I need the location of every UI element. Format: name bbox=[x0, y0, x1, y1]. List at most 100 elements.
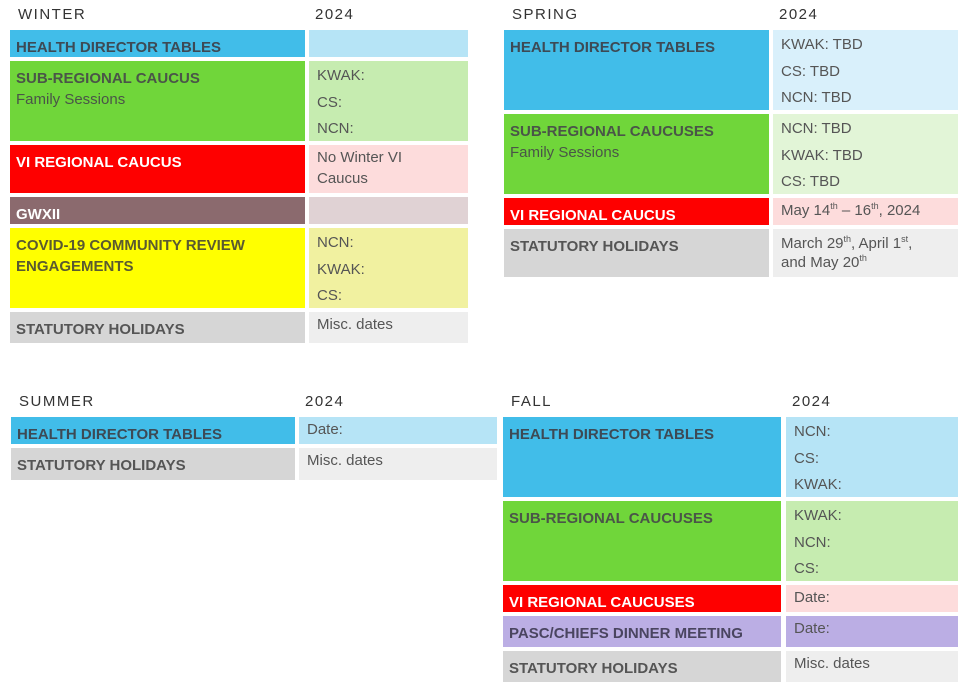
value-line: KWAK: TBD bbox=[781, 146, 863, 164]
value-line: and May 20th bbox=[781, 250, 953, 276]
season-header: SPRING bbox=[512, 6, 579, 23]
value-line: Date: bbox=[794, 589, 830, 606]
value-cell: KWAK: TBD CS: TBD NCN: TBD bbox=[773, 30, 958, 110]
value-cell: Date: bbox=[299, 417, 497, 444]
value-cell: Misc. dates bbox=[299, 448, 497, 480]
value-line: Misc. dates bbox=[317, 316, 393, 333]
row-label: HEALTH DIRECTOR TABLES bbox=[16, 39, 221, 56]
row-label: STATUTORY HOLIDAYS bbox=[16, 321, 185, 338]
label-cell: STATUTORY HOLIDAYS bbox=[10, 312, 305, 343]
value-line: March 29th, April 1st, bbox=[781, 231, 953, 257]
value-line: KWAK: TBD bbox=[781, 36, 863, 53]
value-line: Misc. dates bbox=[794, 655, 870, 672]
value-cell: Misc. dates bbox=[786, 651, 958, 682]
value-line: Misc. dates bbox=[307, 452, 383, 469]
row-label: SUB-REGIONAL CAUCUSES bbox=[509, 510, 713, 527]
value-text: and May 20 bbox=[781, 254, 860, 271]
row-sublabel: Family Sessions bbox=[510, 144, 620, 161]
value-line: May 14th – 16th, 2024 bbox=[781, 198, 953, 225]
value-text: , 2024 bbox=[878, 202, 921, 219]
value-text: , bbox=[908, 235, 913, 252]
value-line: Date: bbox=[794, 620, 830, 637]
label-cell: SUB-REGIONAL CAUCUSES Family Sessions bbox=[504, 114, 769, 194]
label-cell: HEALTH DIRECTOR TABLES bbox=[503, 417, 781, 497]
label-cell: VI REGIONAL CAUCUS bbox=[10, 145, 305, 193]
row-label: STATUTORY HOLIDAYS bbox=[17, 457, 186, 474]
row-label: HEALTH DIRECTOR TABLES bbox=[17, 426, 222, 443]
row-label: STATUTORY HOLIDAYS bbox=[509, 660, 678, 677]
value-line: Date: bbox=[307, 421, 343, 438]
value-cell: KWAK: NCN: CS: bbox=[786, 501, 958, 581]
year-header: 2024 bbox=[315, 6, 355, 23]
row-label: STATUTORY HOLIDAYS bbox=[510, 238, 679, 255]
row-label: COVID-19 COMMUNITY REVIEW ENGAGEMENTS bbox=[16, 237, 245, 275]
label-cell: HEALTH DIRECTOR TABLES bbox=[10, 30, 305, 57]
season-header: FALL bbox=[511, 393, 553, 410]
value-cell: KWAK: CS: NCN: bbox=[309, 61, 468, 141]
value-line: Caucus bbox=[317, 170, 368, 187]
value-line: NCN: bbox=[317, 234, 354, 251]
value-line: KWAK: bbox=[794, 507, 842, 524]
season-header: SUMMER bbox=[19, 393, 95, 410]
value-cell: NCN: KWAK: CS: bbox=[309, 228, 468, 308]
value-line: No Winter VI bbox=[317, 149, 403, 166]
value-cell bbox=[309, 30, 468, 57]
value-line: CS: bbox=[794, 560, 820, 577]
value-cell: Date: bbox=[786, 616, 958, 647]
label-cell: STATUTORY HOLIDAYS bbox=[11, 448, 295, 480]
superscript: st bbox=[901, 234, 909, 244]
row-label: VI REGIONAL CAUCUS bbox=[510, 207, 676, 224]
value-line: CS: bbox=[317, 93, 343, 111]
value-line: KWAK: bbox=[317, 260, 365, 278]
value-text: May 14 bbox=[781, 202, 831, 219]
superscript: th bbox=[830, 201, 838, 211]
label-cell: VI REGIONAL CAUCUS bbox=[504, 198, 769, 225]
value-line: KWAK: bbox=[794, 476, 842, 493]
superscript: th bbox=[843, 234, 852, 244]
value-line: NCN: bbox=[317, 120, 354, 137]
value-cell: March 29th, April 1st, and May 20th bbox=[773, 229, 958, 277]
label-cell: COVID-19 COMMUNITY REVIEW ENGAGEMENTS bbox=[10, 228, 305, 308]
label-cell: VI REGIONAL CAUCUSES bbox=[503, 585, 781, 612]
row-sublabel: Family Sessions bbox=[16, 91, 126, 108]
value-cell bbox=[309, 197, 468, 224]
value-text: , April 1 bbox=[851, 235, 902, 252]
value-line: KWAK: bbox=[317, 67, 365, 84]
value-cell: No Winter VI Caucus bbox=[309, 145, 468, 193]
label-cell: STATUTORY HOLIDAYS bbox=[504, 229, 769, 277]
superscript: th bbox=[859, 253, 867, 263]
value-text: March 29 bbox=[781, 235, 844, 252]
label-cell: STATUTORY HOLIDAYS bbox=[503, 651, 781, 682]
year-header: 2024 bbox=[779, 6, 819, 23]
row-label: PASC/CHIEFS DINNER MEETING bbox=[509, 625, 743, 642]
season-header: WINTER bbox=[18, 6, 87, 23]
year-header: 2024 bbox=[792, 393, 832, 410]
label-cell: PASC/CHIEFS DINNER MEETING bbox=[503, 616, 781, 647]
row-label: SUB-REGIONAL CAUCUS bbox=[16, 70, 200, 87]
row-label: VI REGIONAL CAUCUS bbox=[16, 154, 182, 171]
label-cell: GWXII bbox=[10, 197, 305, 224]
value-cell: Date: bbox=[786, 585, 958, 612]
row-label: HEALTH DIRECTOR TABLES bbox=[509, 426, 714, 443]
label-cell: SUB-REGIONAL CAUCUS Family Sessions bbox=[10, 61, 305, 141]
value-line: NCN: TBD bbox=[781, 89, 852, 106]
value-cell: Misc. dates bbox=[309, 312, 468, 343]
value-cell: NCN: TBD KWAK: TBD CS: TBD bbox=[773, 114, 958, 194]
row-label: GWXII bbox=[16, 206, 61, 223]
value-line: CS: TBD bbox=[781, 173, 840, 190]
row-label: VI REGIONAL CAUCUSES bbox=[509, 594, 695, 611]
value-cell: May 14th – 16th, 2024 bbox=[773, 198, 958, 225]
year-header: 2024 bbox=[305, 393, 345, 410]
label-cell: SUB-REGIONAL CAUCUSES bbox=[503, 501, 781, 581]
value-cell: NCN: CS: KWAK: bbox=[786, 417, 958, 497]
label-cell: HEALTH DIRECTOR TABLES bbox=[11, 417, 295, 444]
value-line: CS: TBD bbox=[781, 62, 840, 80]
value-text: – 16 bbox=[837, 202, 872, 219]
superscript: th bbox=[871, 201, 879, 211]
row-label: SUB-REGIONAL CAUCUSES bbox=[510, 123, 714, 140]
value-line: CS: bbox=[794, 449, 820, 467]
value-line: NCN: bbox=[794, 423, 831, 440]
value-line: NCN: TBD bbox=[781, 120, 852, 137]
value-line: CS: bbox=[317, 287, 343, 304]
